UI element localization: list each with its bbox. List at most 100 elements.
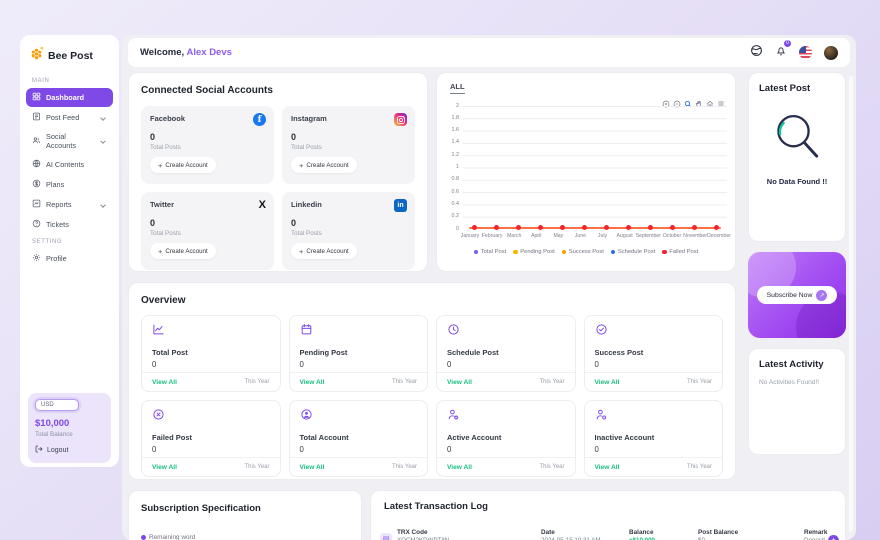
currency-select[interactable]: USD: [35, 399, 79, 411]
view-all-link[interactable]: View All: [152, 464, 177, 471]
latest-post-panel: Latest Post No Data Found !!: [748, 72, 846, 242]
data-point-marker[interactable]: [692, 225, 697, 230]
user-avatar[interactable]: [824, 46, 838, 60]
latest-activity-title: Latest Activity: [759, 359, 835, 370]
data-point-marker[interactable]: [648, 225, 653, 230]
legend-dot: [513, 250, 518, 255]
legend-label: Pending Post: [520, 249, 554, 255]
y-axis-tick: 1: [439, 164, 459, 170]
overview-card-value: 0: [152, 445, 270, 454]
chart-markers: [463, 225, 727, 230]
scrollbar[interactable]: [849, 76, 853, 532]
data-point-marker[interactable]: [472, 225, 477, 230]
social-name: Instagram: [291, 114, 406, 123]
view-all-link[interactable]: View All: [300, 464, 325, 471]
overview-title: Overview: [141, 295, 723, 306]
chart-plot-area[interactable]: [463, 106, 727, 229]
create-account-button[interactable]: + Create Account: [150, 157, 216, 173]
view-all-link[interactable]: View All: [595, 464, 620, 471]
x-axis-tick: March: [503, 233, 525, 239]
data-point-marker[interactable]: [582, 225, 587, 230]
notification-badge: 0: [784, 40, 791, 47]
legend-item-success-post[interactable]: Success Post: [562, 249, 604, 255]
overview-card-value: 0: [447, 360, 565, 369]
latest-post-title: Latest Post: [759, 83, 835, 94]
create-account-label: Create Account: [165, 248, 207, 255]
subscribe-now-button[interactable]: Subscribe Now ↗: [757, 286, 837, 304]
y-axis-tick: 0.6: [439, 189, 459, 195]
globe-icon: [32, 159, 41, 170]
overview-card-title: Schedule Post: [447, 348, 565, 357]
social-card-linkedin: Linkedin in 0 Total Posts + Create Accou…: [282, 192, 415, 270]
transaction-log-title: Latest Transaction Log: [384, 501, 832, 512]
y-axis-tick: 1.4: [439, 139, 459, 145]
sidebar-item-plans[interactable]: Plans: [26, 175, 113, 194]
sidebar-item-post-feed[interactable]: Post Feed: [26, 108, 113, 127]
create-account-button[interactable]: + Create Account: [291, 243, 357, 259]
x-axis-tick: June: [569, 233, 591, 239]
data-point-marker[interactable]: [560, 225, 565, 230]
notifications-button[interactable]: 0: [775, 44, 787, 62]
data-point-marker[interactable]: [494, 225, 499, 230]
arrow-up-right-icon: ↗: [816, 290, 827, 301]
legend-item-total-post[interactable]: Total Post: [474, 249, 506, 255]
view-all-link[interactable]: View All: [152, 379, 177, 386]
data-point-marker[interactable]: [538, 225, 543, 230]
overview-card-total-account: Total Account 0 View AllThis Year: [289, 400, 429, 477]
latest-transaction-log-panel: Latest Transaction Log TRX Code Date Bal…: [370, 490, 846, 540]
logout-button[interactable]: Logout: [35, 445, 104, 455]
sidebar-item-dashboard[interactable]: Dashboard: [26, 88, 113, 107]
overview-card-title: Inactive Account: [595, 433, 713, 442]
user-check-icon: [447, 408, 460, 425]
social-name: Twitter: [150, 200, 265, 209]
social-name: Facebook: [150, 114, 265, 123]
welcome-text: Welcome, Alex Devs: [140, 47, 232, 58]
sidebar-item-tickets[interactable]: Tickets: [26, 215, 113, 234]
data-point-marker[interactable]: [604, 225, 609, 230]
view-all-link[interactable]: View All: [595, 379, 620, 386]
view-all-link[interactable]: View All: [447, 379, 472, 386]
dark-mode-globe-icon[interactable]: [750, 44, 763, 62]
sidebar-item-ai-contents[interactable]: AI Contents: [26, 155, 113, 174]
create-account-label: Create Account: [306, 162, 348, 169]
sidebar-item-profile[interactable]: Profile: [26, 249, 113, 268]
view-all-link[interactable]: View All: [300, 379, 325, 386]
data-point-marker[interactable]: [626, 225, 631, 230]
x-circle-icon: [152, 408, 165, 425]
sidebar-item-label: Dashboard: [46, 93, 84, 102]
latest-activity-panel: Latest Activity No Activities Found!!: [748, 348, 846, 455]
legend-item-pending-post[interactable]: Pending Post: [513, 249, 554, 255]
overview-card-value: 0: [447, 445, 565, 454]
no-data-text: No Data Found !!: [759, 177, 835, 186]
logout-label: Logout: [47, 447, 68, 454]
overview-card-title: Pending Post: [300, 348, 418, 357]
legend-item-schedule-post[interactable]: Schedule Post: [611, 249, 655, 255]
floating-action-button[interactable]: +: [828, 535, 839, 540]
trend-icon: [152, 323, 165, 340]
data-point-marker[interactable]: [670, 225, 675, 230]
data-point-marker[interactable]: [714, 225, 719, 230]
legend-dot: [611, 250, 616, 255]
view-all-link[interactable]: View All: [447, 464, 472, 471]
legend-item-failed-post[interactable]: Failed Post: [662, 249, 698, 255]
create-account-button[interactable]: + Create Account: [291, 157, 357, 173]
y-axis-tick: 0.8: [439, 176, 459, 182]
period-label: This Year: [539, 464, 564, 470]
brand: Bee Post: [20, 44, 119, 74]
social-total-label: Total Posts: [291, 144, 406, 151]
social-total-label: Total Posts: [291, 230, 406, 237]
username: Alex Devs: [186, 47, 231, 58]
sidebar-item-label: Profile: [46, 254, 67, 263]
social-count: 0: [291, 218, 406, 228]
chart-tab-all[interactable]: ALL: [450, 82, 465, 94]
social-card-twitter: Twitter X 0 Total Posts + Create Account: [141, 192, 274, 270]
chevron-down-icon: [100, 115, 106, 121]
data-point-marker[interactable]: [516, 225, 521, 230]
logout-icon: [35, 445, 43, 455]
sidebar-item-reports[interactable]: Reports: [26, 195, 113, 214]
sidebar-item-label: Social Accounts: [46, 132, 96, 150]
overview-card-value: 0: [300, 445, 418, 454]
language-flag-icon[interactable]: [799, 46, 812, 59]
create-account-button[interactable]: + Create Account: [150, 243, 216, 259]
sidebar-item-social-accounts[interactable]: Social Accounts: [26, 128, 113, 154]
